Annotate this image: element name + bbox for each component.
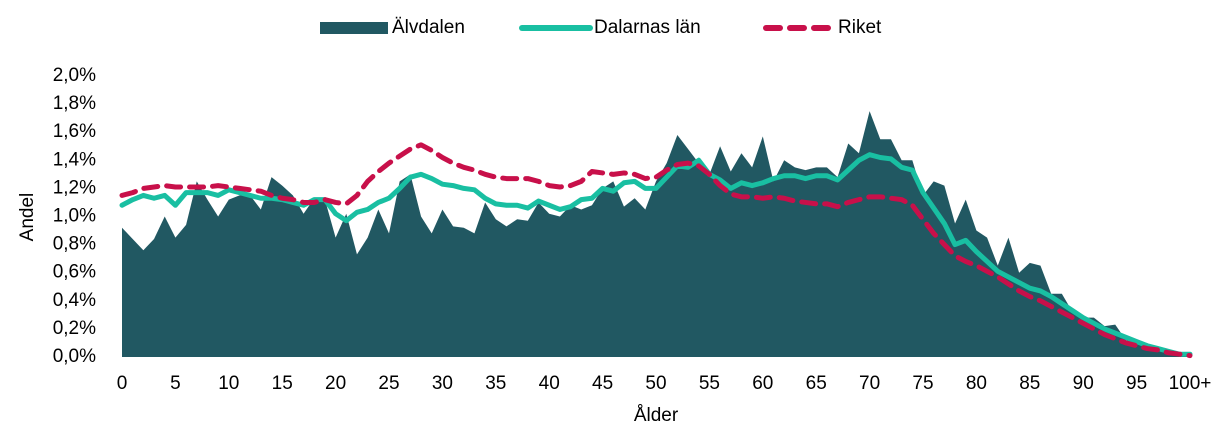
x-tick-label: 100+ — [1169, 373, 1212, 394]
x-tick-label: 50 — [645, 373, 666, 394]
line — [119, 152, 1193, 357]
legend-label: Älvdalen — [392, 17, 465, 38]
x-tick-label: 10 — [218, 373, 239, 394]
y-tick-label: 2,0% — [53, 65, 96, 86]
y-tick-label: 1,2% — [53, 177, 96, 198]
y-tick-label: 0,4% — [53, 290, 96, 311]
x-tick-label: 95 — [1126, 373, 1147, 394]
legend-label: Riket — [838, 17, 882, 38]
x-tick-label: 35 — [485, 373, 506, 394]
x-tick-label: 80 — [966, 373, 987, 394]
x-tick-label: 5 — [170, 373, 181, 394]
y-tick-label: 1,0% — [53, 206, 96, 227]
x-tick-label: 25 — [378, 373, 399, 394]
x-tick-label: 60 — [752, 373, 773, 394]
y-tick-label: 0,8% — [53, 234, 96, 255]
legend-label: Dalarnas län — [594, 17, 701, 38]
x-tick-label: 65 — [806, 373, 827, 394]
x-tick-label: 15 — [272, 373, 293, 394]
x-tick-label: 20 — [325, 373, 346, 394]
x-tick-label: 0 — [117, 373, 128, 394]
x-axis-label: Ålder — [634, 405, 679, 426]
x-tick-label: 55 — [699, 373, 720, 394]
y-tick-label: 1,4% — [53, 149, 96, 170]
y-tick-label: 1,8% — [53, 93, 96, 114]
x-tick-label: 85 — [1019, 373, 1040, 394]
y-axis-label: Andel — [17, 193, 38, 242]
dashed-line — [119, 142, 1193, 359]
area — [122, 111, 1190, 357]
y-tick-label: 0,0% — [53, 346, 96, 367]
x-tick-label: 90 — [1073, 373, 1094, 394]
x-tick-label: 45 — [592, 373, 613, 394]
y-tick-label: 0,2% — [53, 318, 96, 339]
x-tick-label: 40 — [539, 373, 560, 394]
x-tick-label: 30 — [432, 373, 453, 394]
x-tick-label: 75 — [912, 373, 933, 394]
y-tick-label: 1,6% — [53, 121, 96, 142]
y-tick-label: 0,6% — [53, 262, 96, 283]
x-tick-label: 70 — [859, 373, 880, 394]
legend-swatch — [320, 22, 388, 34]
